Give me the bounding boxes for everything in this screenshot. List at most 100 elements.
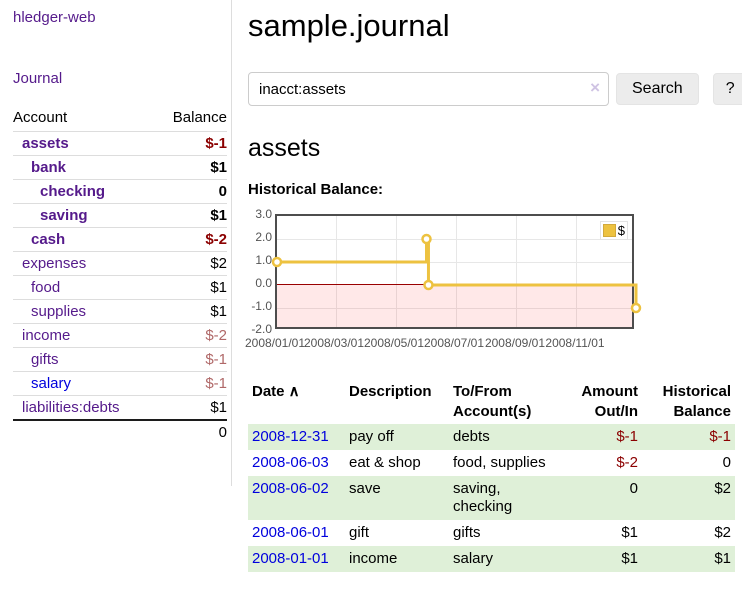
transaction-amount: $-2 xyxy=(616,454,638,471)
register-header-date[interactable]: Date ∧ xyxy=(252,383,300,400)
horizontal-gridline xyxy=(277,238,632,240)
transaction-date-link[interactable]: 2008-06-01 xyxy=(252,524,329,541)
transaction-amount: $1 xyxy=(621,550,638,567)
y-axis-label: -2.0 xyxy=(251,322,272,336)
chart-series-line xyxy=(277,237,638,308)
account-link[interactable]: salary xyxy=(31,375,72,392)
negative-region xyxy=(277,285,632,327)
register-row: 2008-12-31 pay off debts $-1 $-1 xyxy=(248,424,735,450)
register-row: 2008-06-01 gift gifts $1 $2 xyxy=(248,520,735,546)
account-link[interactable]: expenses xyxy=(22,255,87,272)
account-row: saving $1 xyxy=(13,203,227,228)
register-row: 2008-01-01 income salary $1 $1 xyxy=(248,546,735,572)
transaction-accounts: saving, checking xyxy=(453,480,513,515)
chart-series xyxy=(271,233,642,314)
clear-search-icon[interactable]: × xyxy=(590,78,600,97)
help-button[interactable]: ? xyxy=(712,73,742,105)
account-row: cash $-2 xyxy=(13,227,227,252)
transaction-amount: 0 xyxy=(629,480,638,497)
account-balance: $1 xyxy=(154,155,227,180)
main-content: sample.journal × Search ? assets Histori… xyxy=(232,0,742,592)
transaction-balance: $1 xyxy=(714,550,731,567)
account-balance: $-2 xyxy=(154,323,227,348)
account-row: supplies $1 xyxy=(13,299,227,324)
vertical-gridline xyxy=(455,216,457,327)
search-button[interactable]: Search xyxy=(616,73,699,105)
vertical-gridline xyxy=(335,216,337,327)
account-link[interactable]: checking xyxy=(40,183,106,200)
vertical-gridline xyxy=(576,216,578,327)
x-axis-label: 2008/03/01 xyxy=(303,336,365,350)
accounts-header-account: Account xyxy=(13,109,68,126)
y-axis-label: 3.0 xyxy=(255,207,272,221)
account-row: expenses $2 xyxy=(13,251,227,276)
horizontal-gridline xyxy=(277,261,632,263)
transaction-date-link[interactable]: 2008-01-01 xyxy=(252,550,329,567)
transaction-balance: $2 xyxy=(714,524,731,541)
transaction-balance: 0 xyxy=(722,454,731,471)
account-link[interactable]: gifts xyxy=(31,351,59,368)
y-axis-label: 1.0 xyxy=(255,253,272,267)
account-link[interactable]: assets xyxy=(22,135,69,152)
account-row: food $1 xyxy=(13,275,227,300)
account-balance: $-1 xyxy=(154,371,227,396)
page-title: sample.journal xyxy=(248,8,450,43)
search-input[interactable] xyxy=(248,72,609,106)
accounts-table: Account Balance assets $-1 bank $1 checking 0… xyxy=(13,109,227,444)
transaction-description: save xyxy=(349,480,381,497)
account-link[interactable]: cash xyxy=(31,231,66,248)
account-row: liabilities:debts $1 xyxy=(13,395,227,420)
account-row: gifts $-1 xyxy=(13,347,227,372)
transaction-balance: $2 xyxy=(714,480,731,497)
vertical-gridline xyxy=(516,216,518,327)
transaction-date-link[interactable]: 2008-06-03 xyxy=(252,454,329,471)
accounts-total-row: 0 xyxy=(13,419,227,444)
account-balance: $-1 xyxy=(154,347,227,372)
register-header-historical-balance: Historical Balance xyxy=(662,383,731,420)
y-axis-label: 0.0 xyxy=(255,276,272,290)
search-form: × Search ? xyxy=(248,72,742,106)
account-row: salary $-1 xyxy=(13,371,227,396)
transaction-accounts: gifts xyxy=(453,524,481,541)
account-row: checking 0 xyxy=(13,179,227,204)
transaction-description: income xyxy=(349,550,398,567)
account-balance: $1 xyxy=(154,299,227,324)
register-table: Date ∧ Description To/From Account(s) Amoun… xyxy=(248,380,735,572)
transaction-accounts: food, supplies xyxy=(453,454,546,471)
x-axis-label: 2008/09/01 xyxy=(484,336,546,350)
sidebar-item-journal[interactable]: Journal xyxy=(13,70,63,87)
x-axis-label: 2008/11/01 xyxy=(545,336,605,350)
account-balance: $2 xyxy=(154,251,227,276)
transaction-date-link[interactable]: 2008-06-02 xyxy=(252,480,329,497)
register-row: 2008-06-03 eat & shop food, supplies $-2 0 xyxy=(248,450,735,476)
chart-data-point xyxy=(423,279,434,291)
account-row: bank $1 xyxy=(13,155,227,180)
account-link[interactable]: bank xyxy=(31,159,67,176)
account-heading: assets xyxy=(248,134,321,162)
transaction-amount: $1 xyxy=(621,524,638,541)
transaction-date-link[interactable]: 2008-12-31 xyxy=(252,428,329,445)
chart-data-point xyxy=(630,302,642,314)
account-link[interactable]: income xyxy=(22,327,71,344)
app-title-link[interactable]: hledger-web xyxy=(13,9,96,26)
account-balance: $1 xyxy=(154,203,227,228)
account-link[interactable]: supplies xyxy=(31,303,87,320)
sort-ascending-icon[interactable]: ∧ xyxy=(284,383,300,400)
account-link[interactable]: saving xyxy=(40,207,88,224)
account-balance: $1 xyxy=(154,275,227,300)
transaction-description: gift xyxy=(349,524,370,541)
chart-data-point xyxy=(271,256,283,268)
register-row: 2008-06-02 save saving, checking 0 $2 xyxy=(248,476,735,520)
y-axis-label: 2.0 xyxy=(255,230,272,244)
accounts-header-balance: Balance xyxy=(172,109,227,126)
legend-label: $ xyxy=(617,223,625,238)
account-balance: 0 xyxy=(154,179,227,204)
account-link[interactable]: food xyxy=(31,279,61,296)
legend-swatch xyxy=(602,224,616,237)
transaction-description: pay off xyxy=(349,428,394,445)
x-axis-label: 2008/05/01 xyxy=(363,336,425,350)
transaction-accounts: salary xyxy=(453,550,494,567)
account-row: assets $-1 xyxy=(13,131,227,156)
account-link[interactable]: liabilities:debts xyxy=(22,399,120,416)
